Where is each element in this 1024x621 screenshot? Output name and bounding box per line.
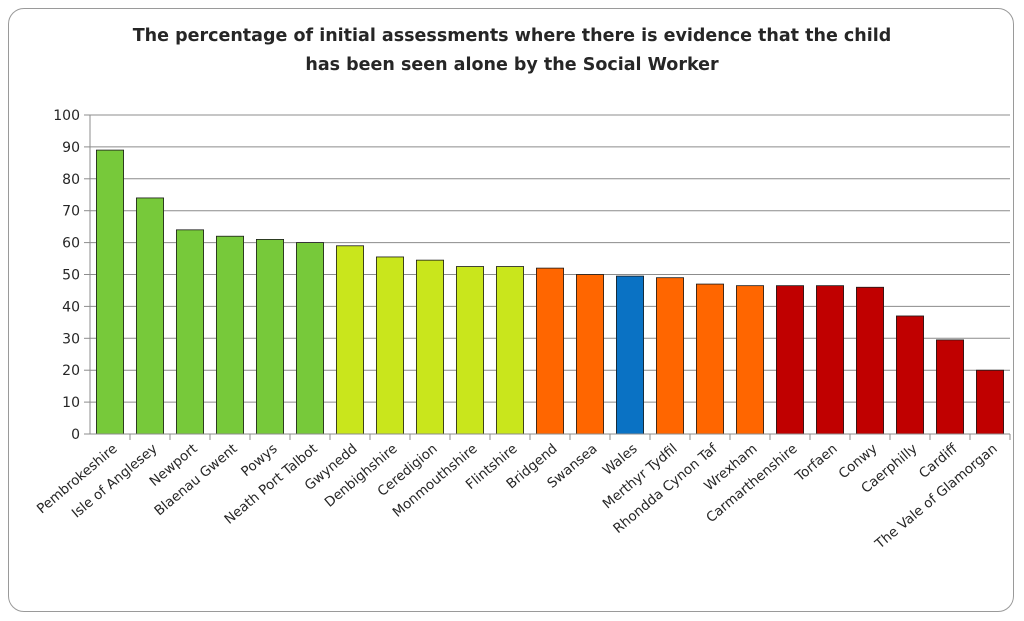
bar xyxy=(455,266,484,435)
bar xyxy=(856,286,885,435)
bar xyxy=(495,266,524,435)
bar xyxy=(656,277,685,435)
bar xyxy=(335,245,364,435)
y-tick-label: 90 xyxy=(62,140,80,156)
chart-title-line-1: The percentage of initial assessments wh… xyxy=(132,26,892,46)
bar xyxy=(415,259,444,435)
bar xyxy=(255,239,284,435)
bar xyxy=(616,275,645,435)
chart-title: The percentage of initial assessments wh… xyxy=(0,22,1024,80)
bar xyxy=(96,149,125,435)
bar xyxy=(816,285,845,435)
y-tick-label: 30 xyxy=(62,331,80,347)
bars xyxy=(96,149,1005,435)
y-tick-label: 80 xyxy=(62,172,80,188)
bar xyxy=(736,285,765,435)
y-tick-label: 70 xyxy=(62,204,80,220)
bar xyxy=(215,235,244,435)
y-tick-label: 10 xyxy=(62,395,80,411)
bar xyxy=(175,229,204,435)
x-category-label: Torfaen xyxy=(791,441,840,486)
bar xyxy=(776,285,805,435)
bar xyxy=(536,267,565,435)
y-tick-label: 0 xyxy=(71,427,80,443)
y-tick-label: 60 xyxy=(62,236,80,252)
bar xyxy=(896,315,925,435)
y-tick-label: 40 xyxy=(62,299,80,315)
bar xyxy=(696,283,725,435)
bar xyxy=(135,197,164,435)
bar xyxy=(295,242,324,435)
chart-title-line-2: has been seen alone by the Social Worker xyxy=(305,55,719,75)
bar xyxy=(936,339,965,435)
y-tick-label: 100 xyxy=(53,108,80,124)
bar xyxy=(576,274,605,435)
y-tick-label: 20 xyxy=(62,363,80,379)
y-tick-labels: 0 10 20 30 40 50 60 70 80 90 100 xyxy=(53,108,90,443)
bar xyxy=(976,369,1005,435)
y-tick-label: 50 xyxy=(62,268,80,284)
bar xyxy=(375,256,404,435)
